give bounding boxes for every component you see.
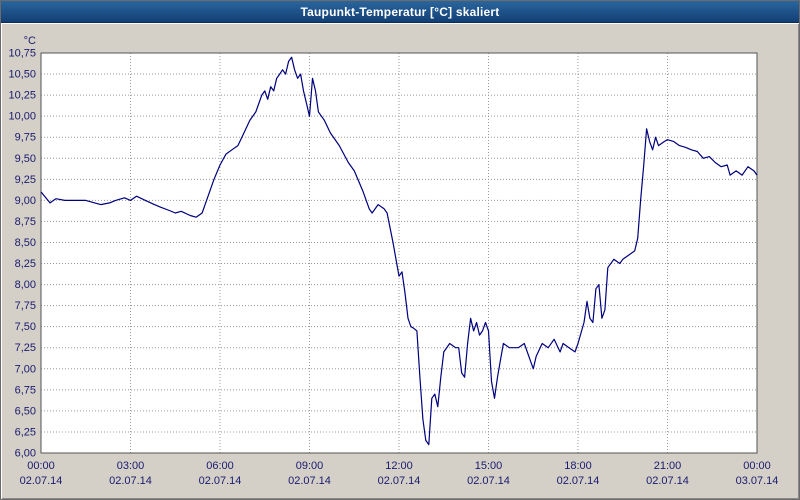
x-tick-date-label: 02.07.14 xyxy=(199,475,242,487)
y-tick-label: 7,00 xyxy=(15,363,36,375)
x-tick-time-label: 00:00 xyxy=(27,460,55,472)
x-tick-date-label: 02.07.14 xyxy=(646,475,689,487)
x-tick-date-label: 02.07.14 xyxy=(109,475,152,487)
y-tick-label: 6,25 xyxy=(15,426,36,438)
x-tick-date-label: 02.07.14 xyxy=(378,475,421,487)
y-tick-label: 10,25 xyxy=(8,90,36,102)
y-tick-label: 10,50 xyxy=(8,69,36,81)
y-tick-label: 6,00 xyxy=(15,448,36,460)
x-tick-time-label: 15:00 xyxy=(475,460,503,472)
y-tick-label: 8,50 xyxy=(15,237,36,249)
plot-border xyxy=(40,52,758,454)
y-tick-label: 8,75 xyxy=(15,216,36,228)
temperature-line xyxy=(40,56,758,446)
y-tick-label: 6,50 xyxy=(15,405,36,417)
y-tick-label: 7,25 xyxy=(15,342,36,354)
y-tick-label: 7,75 xyxy=(15,300,36,312)
y-tick-label: 9,75 xyxy=(15,132,36,144)
chart-panel: 10,75 10,50 10,25 10,00 9,75 9,50 9,25 9,00 8,75… xyxy=(1,23,799,499)
y-tick-label: 7,50 xyxy=(15,321,36,333)
x-tick-date-label: 02.07.14 xyxy=(20,475,63,487)
y-tick-label: 9,50 xyxy=(15,153,36,165)
y-tick-label: 10,00 xyxy=(8,111,36,123)
y-tick-label: 10,75 xyxy=(8,48,36,60)
x-tick-time-label: 18:00 xyxy=(564,460,592,472)
y-tick-label: 9,25 xyxy=(15,174,36,186)
y-tick-label: 8,25 xyxy=(15,258,36,270)
y-tick-label: 8,00 xyxy=(15,279,36,291)
window-title: Taupunkt-Temperatur [°C] skaliert xyxy=(300,5,500,19)
y-tick-label: 9,00 xyxy=(15,195,36,207)
x-tick-time-label: 03:00 xyxy=(117,460,145,472)
x-tick-date-label: 02.07.14 xyxy=(467,475,510,487)
x-tick-date-label: 02.07.14 xyxy=(288,475,331,487)
x-tick-time-label: 21:00 xyxy=(654,460,682,472)
x-tick-time-label: 00:00 xyxy=(743,460,771,472)
x-tick-time-label: 06:00 xyxy=(206,460,234,472)
line-chart: 10,75 10,50 10,25 10,00 9,75 9,50 9,25 9,00 8,75… xyxy=(8,35,779,487)
x-tick-time-label: 09:00 xyxy=(296,460,324,472)
x-tick-date-label: 02.07.14 xyxy=(557,475,600,487)
x-tick-time-label: 12:00 xyxy=(385,460,413,472)
y-axis-unit-label: °C xyxy=(24,35,36,47)
x-tick-date-label: 03.07.14 xyxy=(736,475,779,487)
y-tick-label: 6,75 xyxy=(15,384,36,396)
title-bar: Taupunkt-Temperatur [°C] skaliert xyxy=(1,1,799,23)
